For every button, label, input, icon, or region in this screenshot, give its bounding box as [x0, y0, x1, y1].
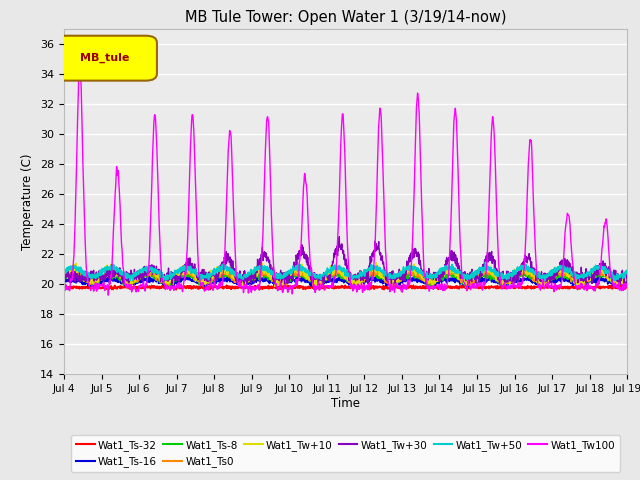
Wat1_Ts-16	[334, 276, 342, 282]
Wat1_Tw+30	[89, 272, 97, 277]
Wat1_Tw+10	[319, 275, 327, 280]
Wat1_Ts0	[607, 276, 615, 282]
Line: Wat1_Tw+50: Wat1_Tw+50	[64, 262, 627, 281]
Wat1_Ts-8	[504, 279, 511, 285]
Wat1_Tw100	[104, 292, 112, 298]
Wat1_Ts-8	[89, 279, 97, 285]
Wat1_Tw100	[335, 219, 342, 225]
Wat1_Tw100	[76, 66, 83, 72]
Wat1_Ts-8	[623, 276, 631, 282]
Wat1_Tw+10	[607, 274, 615, 279]
Wat1_Ts-32	[607, 282, 615, 288]
Wat1_Tw100	[607, 272, 615, 278]
Wat1_Ts-8	[166, 286, 174, 291]
Wat1_Ts-8	[600, 268, 607, 274]
Wat1_Ts-16	[596, 273, 604, 279]
Wat1_Tw100	[607, 274, 615, 279]
Wat1_Tw+50	[607, 269, 615, 275]
Line: Wat1_Tw100: Wat1_Tw100	[64, 69, 627, 295]
Wat1_Ts-16	[504, 279, 511, 285]
Wat1_Ts-8	[60, 273, 68, 279]
Wat1_Ts-32	[172, 287, 180, 293]
Wat1_Tw+50	[89, 275, 97, 280]
Wat1_Tw+50	[623, 267, 631, 273]
Wat1_Tw+50	[607, 276, 615, 282]
Wat1_Tw100	[504, 285, 512, 291]
Wat1_Ts-8	[607, 279, 615, 285]
Wat1_Tw100	[89, 285, 97, 291]
Wat1_Ts-32	[334, 284, 342, 289]
Wat1_Tw+30	[319, 279, 327, 285]
Wat1_Tw+30	[335, 234, 343, 240]
Wat1_Ts-16	[89, 280, 97, 286]
Wat1_Tw+10	[372, 260, 380, 265]
Wat1_Tw+10	[463, 285, 470, 290]
Wat1_Ts0	[623, 275, 631, 281]
Wat1_Ts-16	[607, 280, 615, 286]
Wat1_Ts-16	[60, 279, 68, 285]
Wat1_Ts-32	[410, 282, 417, 288]
Wat1_Tw+30	[504, 269, 512, 275]
Wat1_Tw+10	[607, 275, 615, 281]
Wat1_Ts-16	[429, 284, 436, 290]
Wat1_Tw+30	[623, 278, 631, 284]
Wat1_Tw+30	[607, 275, 615, 280]
Wat1_Ts0	[60, 276, 68, 282]
Wat1_Tw100	[319, 284, 327, 290]
Wat1_Tw+50	[319, 272, 327, 277]
Legend: Wat1_Ts-32, Wat1_Ts-16, Wat1_Ts-8, Wat1_Ts0, Wat1_Tw+10, Wat1_Tw+30, Wat1_Tw+50,: Wat1_Ts-32, Wat1_Ts-16, Wat1_Ts-8, Wat1_…	[71, 435, 620, 472]
Wat1_Tw+50	[482, 259, 490, 265]
Wat1_Tw+50	[504, 271, 511, 276]
Wat1_Ts-16	[607, 279, 615, 285]
Wat1_Tw+10	[89, 277, 97, 283]
Line: Wat1_Ts0: Wat1_Ts0	[64, 266, 627, 288]
Wat1_Tw+10	[60, 271, 68, 277]
X-axis label: Time: Time	[331, 397, 360, 410]
Wat1_Ts-32	[60, 285, 68, 291]
Wat1_Ts0	[319, 277, 327, 283]
Wat1_Tw+10	[623, 273, 631, 278]
Wat1_Ts-8	[319, 277, 327, 283]
Wat1_Ts-8	[334, 271, 342, 276]
Wat1_Tw+30	[243, 282, 251, 288]
Wat1_Ts0	[89, 280, 97, 286]
Y-axis label: Temperature (C): Temperature (C)	[22, 153, 35, 250]
Line: Wat1_Ts-32: Wat1_Ts-32	[64, 285, 627, 290]
Wat1_Ts-32	[319, 284, 327, 289]
Wat1_Ts0	[607, 276, 615, 281]
Line: Wat1_Ts-16: Wat1_Ts-16	[64, 276, 627, 287]
Wat1_Ts-16	[623, 278, 631, 284]
Wat1_Tw+50	[334, 264, 342, 270]
Wat1_Ts-32	[607, 285, 615, 290]
Wat1_Tw+30	[60, 277, 68, 283]
Wat1_Tw100	[623, 281, 631, 287]
Wat1_Tw100	[60, 282, 68, 288]
Wat1_Ts0	[124, 286, 131, 291]
Wat1_Tw+50	[60, 269, 68, 275]
Wat1_Tw+30	[607, 274, 615, 280]
Title: MB Tule Tower: Open Water 1 (3/19/14-now): MB Tule Tower: Open Water 1 (3/19/14-now…	[185, 10, 506, 25]
Line: Wat1_Tw+10: Wat1_Tw+10	[64, 263, 627, 288]
Wat1_Ts-32	[89, 284, 97, 290]
Wat1_Tw+30	[334, 248, 342, 253]
Wat1_Ts-32	[623, 283, 631, 289]
Wat1_Ts0	[504, 276, 512, 282]
Wat1_Ts-8	[607, 276, 615, 282]
FancyBboxPatch shape	[56, 36, 157, 81]
Wat1_Tw+10	[504, 279, 512, 285]
Wat1_Tw+10	[334, 263, 342, 269]
Wat1_Ts-32	[504, 285, 512, 290]
Wat1_Ts-16	[319, 279, 327, 285]
Line: Wat1_Tw+30: Wat1_Tw+30	[64, 237, 627, 285]
Wat1_Ts0	[335, 270, 342, 276]
Text: MB_tule: MB_tule	[80, 53, 129, 63]
Wat1_Ts0	[255, 264, 263, 269]
Wat1_Tw+50	[541, 278, 549, 284]
Line: Wat1_Ts-8: Wat1_Ts-8	[64, 271, 627, 288]
